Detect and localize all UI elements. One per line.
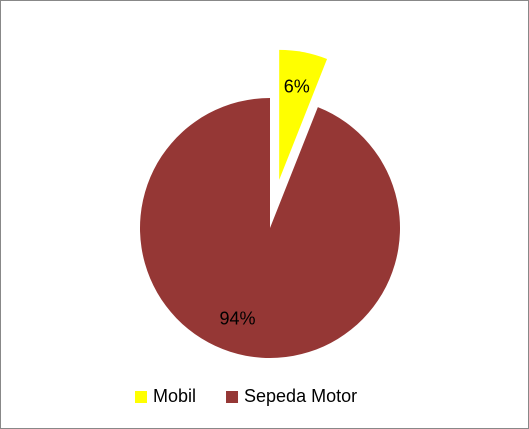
legend-label: Sepeda Motor [244,386,357,406]
pie-slice [279,49,328,180]
pie-slice [140,98,400,359]
legend-label: Mobil [153,386,196,406]
legend-swatch [226,391,239,403]
data-label: 6% [284,77,310,97]
legend-swatch [135,391,147,403]
data-label: 94% [219,309,255,329]
